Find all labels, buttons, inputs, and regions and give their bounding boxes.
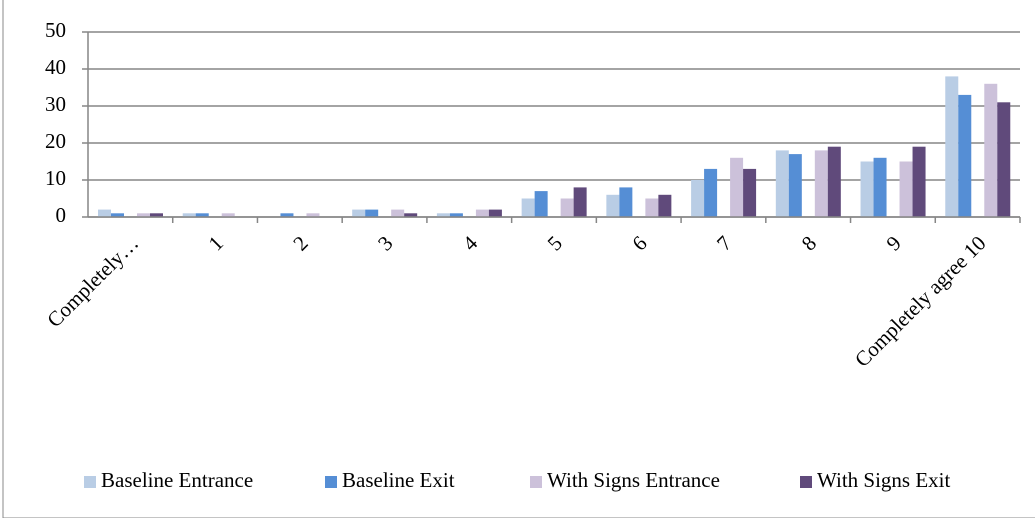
- bar: [912, 146, 926, 217]
- bar: [404, 213, 418, 217]
- legend-label: With Signs Exit: [817, 468, 950, 492]
- bar: [827, 146, 841, 217]
- x-tick-label: 7: [712, 231, 736, 255]
- bar: [775, 150, 789, 217]
- legend-label: Baseline Entrance: [101, 468, 253, 492]
- y-tick-label: 0: [56, 203, 67, 227]
- x-tick-label: 8: [797, 231, 821, 255]
- bar: [365, 209, 379, 217]
- x-tick-label: 4: [458, 231, 483, 256]
- x-tick-label: 3: [373, 231, 397, 255]
- bar: [899, 161, 913, 217]
- legend-swatch: [530, 476, 542, 488]
- x-tick-label: 5: [543, 231, 567, 255]
- bar: [221, 213, 235, 217]
- bar: [436, 213, 450, 217]
- bar: [521, 198, 535, 217]
- bar: [195, 213, 209, 217]
- legend-label: Baseline Exit: [342, 468, 455, 492]
- bar: [182, 213, 196, 217]
- bar: [391, 209, 405, 217]
- bar: [860, 161, 874, 217]
- bar: [945, 76, 959, 218]
- bar: [98, 209, 111, 217]
- bar: [984, 83, 998, 217]
- x-tick-label: 1: [204, 231, 228, 255]
- bar: [958, 94, 972, 217]
- bar: [137, 213, 150, 217]
- bar: [658, 194, 672, 217]
- bar: [619, 187, 633, 217]
- bar: [997, 102, 1011, 217]
- bar: [788, 154, 802, 217]
- legend-swatch: [84, 476, 96, 488]
- bar: [560, 198, 574, 217]
- bar: [814, 150, 828, 217]
- bar: [606, 194, 620, 217]
- bar: [306, 213, 320, 217]
- x-tick-label: 9: [881, 231, 905, 255]
- legend-swatch: [800, 476, 812, 488]
- bar: [534, 191, 548, 217]
- bar: [573, 187, 587, 217]
- bar: [691, 180, 705, 217]
- bar: [475, 209, 489, 217]
- x-tick-label: 6: [627, 231, 651, 255]
- x-tick-label: 2: [288, 231, 312, 255]
- legend-label: With Signs Entrance: [547, 468, 720, 492]
- bar: [449, 213, 463, 217]
- x-tick-label: Completely agree 10: [850, 231, 991, 372]
- bar: [488, 209, 502, 217]
- legend-swatch: [325, 476, 337, 488]
- y-tick-label: 50: [45, 18, 66, 42]
- bar: [730, 157, 744, 217]
- bar: [645, 198, 659, 217]
- y-tick-label: 30: [45, 92, 66, 116]
- y-tick-label: 10: [45, 166, 66, 190]
- bar: [743, 168, 757, 217]
- bar: [704, 168, 718, 217]
- y-tick-label: 20: [45, 129, 66, 153]
- y-tick-label: 40: [45, 55, 66, 79]
- bar: [150, 213, 163, 217]
- bar: [352, 209, 366, 217]
- bar: [111, 213, 124, 217]
- x-tick-label: Completely…: [42, 231, 143, 332]
- bar: [873, 157, 887, 217]
- bar: [280, 213, 294, 217]
